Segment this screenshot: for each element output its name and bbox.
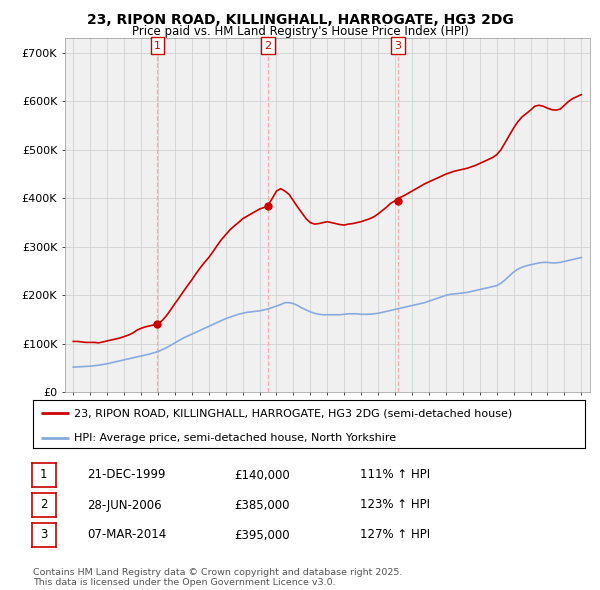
- Text: £385,000: £385,000: [234, 499, 290, 512]
- Text: £395,000: £395,000: [234, 529, 290, 542]
- Text: 23, RIPON ROAD, KILLINGHALL, HARROGATE, HG3 2DG: 23, RIPON ROAD, KILLINGHALL, HARROGATE, …: [86, 13, 514, 27]
- Text: 23, RIPON ROAD, KILLINGHALL, HARROGATE, HG3 2DG (semi-detached house): 23, RIPON ROAD, KILLINGHALL, HARROGATE, …: [74, 408, 512, 418]
- Text: 28-JUN-2006: 28-JUN-2006: [87, 499, 161, 512]
- Text: 3: 3: [40, 529, 47, 542]
- Text: 1: 1: [154, 41, 161, 51]
- Text: 1: 1: [40, 468, 47, 481]
- Text: 123% ↑ HPI: 123% ↑ HPI: [360, 499, 430, 512]
- Text: 127% ↑ HPI: 127% ↑ HPI: [360, 529, 430, 542]
- Text: £140,000: £140,000: [234, 468, 290, 481]
- Text: Price paid vs. HM Land Registry's House Price Index (HPI): Price paid vs. HM Land Registry's House …: [131, 25, 469, 38]
- Text: 07-MAR-2014: 07-MAR-2014: [87, 529, 166, 542]
- Text: 3: 3: [395, 41, 401, 51]
- Text: Contains HM Land Registry data © Crown copyright and database right 2025.
This d: Contains HM Land Registry data © Crown c…: [33, 568, 403, 587]
- Text: HPI: Average price, semi-detached house, North Yorkshire: HPI: Average price, semi-detached house,…: [74, 432, 397, 442]
- Text: 2: 2: [264, 41, 271, 51]
- Text: 2: 2: [40, 499, 47, 512]
- Text: 111% ↑ HPI: 111% ↑ HPI: [360, 468, 430, 481]
- Text: 21-DEC-1999: 21-DEC-1999: [87, 468, 166, 481]
